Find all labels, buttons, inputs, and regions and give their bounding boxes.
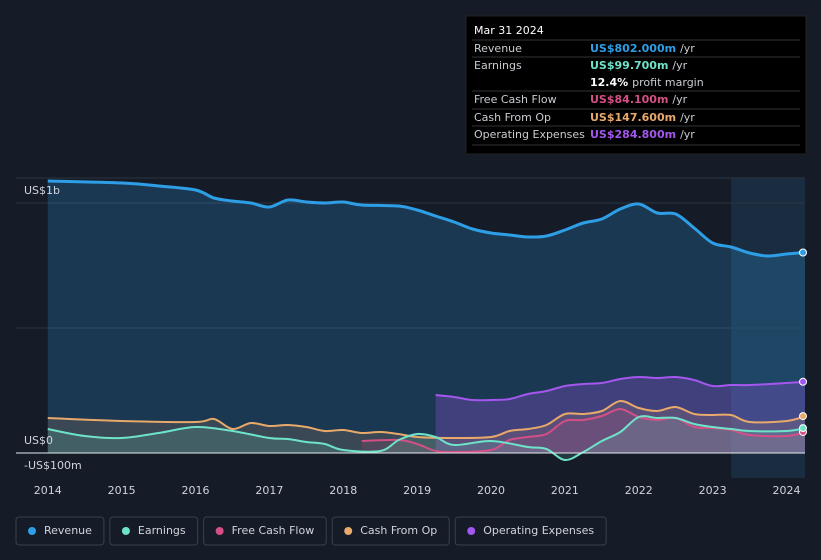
x-tick-label: 2021 [551,484,579,497]
tooltip-unit: /yr [680,42,695,55]
series-area [435,376,805,453]
legend-label: Cash From Op [360,524,437,537]
tooltip-value: US$99.700m [590,59,668,72]
legend-label: Operating Expenses [483,524,594,537]
legend-dot [344,527,353,535]
x-tick-label: 2022 [625,484,653,497]
end-dot [799,424,807,433]
x-tick-label: 2017 [255,484,283,497]
tooltip-unit: /yr [680,128,695,141]
y-tick-label: -US$100m [24,459,82,472]
legend-label: Revenue [44,524,92,537]
legend-label: Free Cash Flow [232,524,315,537]
x-tick-label: 2014 [34,484,62,497]
legend-dot [28,527,36,535]
tooltip-unit: /yr [672,59,687,72]
tooltip-box [465,15,807,155]
legend-box [203,516,327,546]
series-area [47,400,806,453]
legend-box [109,516,199,546]
tooltip-margin-value: 12.4% [590,76,628,89]
tooltip: Mar 31 2024 Revenue US$802.000m/yr Earnings… [465,15,807,155]
tooltip-unit: /yr [680,111,695,124]
legend-dot [121,527,130,535]
tooltip-value: US$802.000m [590,42,676,55]
legend-dot [215,527,224,535]
tooltip-margin-text: profit margin [632,76,704,89]
legend-item[interactable]: Free Cash Flow [203,516,327,546]
tooltip-label: Cash From Op [474,111,551,124]
series-area [47,181,806,453]
legend-item[interactable]: Revenue [15,516,105,546]
tooltip-value: US$284.800m [590,128,676,141]
x-tick-label: 2016 [182,484,210,497]
series-line [47,399,806,440]
end-dot [799,412,807,421]
tooltip-value: US$84.100m [590,93,668,106]
y-tick-label: US$0 [24,434,53,447]
x-tick-label: 2019 [403,484,431,497]
legend-item[interactable]: Cash From Op [331,516,450,546]
x-tick-label: 2015 [108,484,136,497]
tooltip-label: Earnings [474,59,522,72]
y-tick-label: US$1b [24,184,60,197]
legend-item[interactable]: Operating Expenses [454,516,607,546]
series-area [361,408,805,453]
tooltip-label: Free Cash Flow [474,93,557,106]
tooltip-unit: /yr [672,93,687,106]
legend-item[interactable]: Earnings [109,516,199,546]
legend-box [331,516,450,546]
legend-label: Earnings [138,524,186,537]
legend-box [454,516,607,546]
x-tick-label: 2023 [699,484,727,497]
x-tick-label: 2024 [773,484,801,497]
tooltip-date: Mar 31 2024 [474,24,544,37]
end-dot [799,377,807,386]
series-line [47,179,806,258]
tooltip-value: US$147.600m [590,111,676,124]
series-line [435,375,806,402]
tooltip-label: Revenue [474,42,522,55]
legend-dot [467,527,476,535]
x-tick-label: 2020 [477,484,505,497]
series-line [47,415,806,462]
legend-box [15,516,105,546]
tooltip-label: Operating Expenses [474,128,585,141]
end-dot [799,248,807,257]
x-tick-label: 2018 [329,484,357,497]
